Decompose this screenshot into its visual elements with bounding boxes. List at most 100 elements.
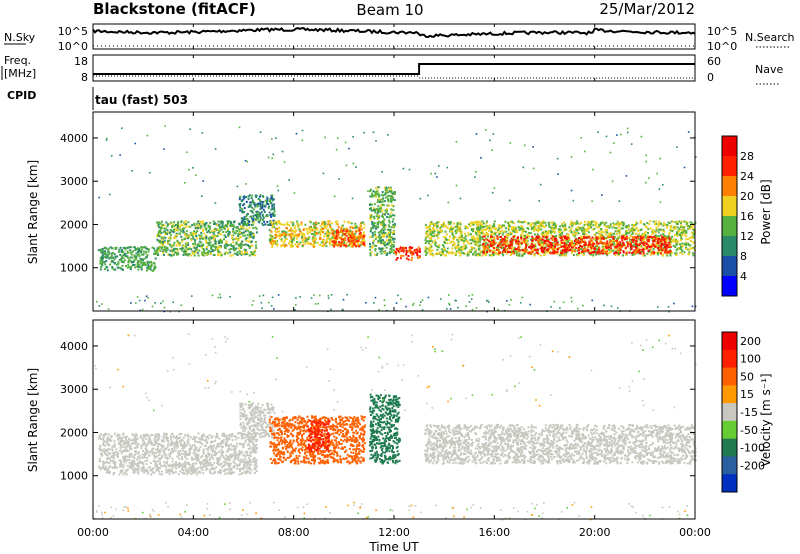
- range-cell: [498, 224, 501, 227]
- range-cell: [112, 251, 115, 254]
- range-cell: [376, 189, 379, 192]
- range-cell: [412, 250, 415, 253]
- range-cell: [688, 228, 691, 230]
- range-cell: [451, 240, 454, 243]
- range-cell: [252, 300, 255, 302]
- range-cell: [683, 233, 686, 236]
- range-cell: [544, 231, 547, 234]
- range-cell: [221, 221, 224, 224]
- range-cell: [635, 252, 638, 255]
- range-cell: [371, 235, 374, 238]
- range-cell: [686, 224, 689, 227]
- range-cell: [380, 252, 383, 255]
- range-cell: [146, 260, 149, 263]
- range-cell: [544, 221, 547, 224]
- range-cell: [521, 228, 524, 230]
- range-cell: [617, 229, 619, 232]
- range-cell: [652, 248, 655, 250]
- range-cell: [595, 221, 598, 224]
- range-cell: [668, 243, 671, 246]
- range-cell: [98, 249, 101, 251]
- range-cell: [470, 242, 473, 245]
- range-cell: [419, 255, 421, 258]
- range-cell: [523, 236, 526, 239]
- range-cell: [613, 252, 616, 255]
- range-cell: [244, 250, 246, 253]
- range-cell: [260, 301, 263, 304]
- range-cell: [545, 233, 548, 236]
- range-cell: [240, 225, 243, 228]
- range-cell: [668, 222, 671, 225]
- range-cell: [432, 232, 435, 235]
- range-cell: [309, 231, 311, 234]
- range-cell: [289, 244, 292, 247]
- range-cell: [646, 252, 649, 255]
- range-cell: [459, 226, 462, 229]
- range-cell: [512, 246, 515, 249]
- range-cell: [162, 231, 165, 233]
- range-cell: [601, 249, 604, 252]
- range-cell: [631, 231, 634, 234]
- range-cell: [632, 251, 635, 254]
- range-cell: [383, 241, 386, 244]
- range-cell: [285, 223, 288, 226]
- range-cell: [124, 248, 127, 251]
- range-cell: [371, 194, 374, 197]
- range-cell: [583, 231, 586, 234]
- range-cell: [402, 254, 405, 257]
- range-cell: [538, 239, 541, 242]
- range-cell: [329, 224, 332, 227]
- range-cell: [467, 253, 470, 256]
- range-cell: [353, 234, 356, 237]
- range-cell: [647, 228, 650, 231]
- range-cell: [578, 246, 580, 249]
- range-cell: [176, 239, 179, 242]
- range-cell: [622, 237, 625, 239]
- range-cell: [594, 253, 597, 256]
- scatter-region: [331, 229, 366, 248]
- range-cell: [491, 242, 494, 245]
- range-cell: [493, 225, 496, 227]
- range-cell: [537, 241, 539, 244]
- range-cell: [552, 230, 555, 233]
- range-cell: [183, 231, 186, 234]
- range-cell: [316, 232, 319, 235]
- range-cell: [687, 248, 690, 251]
- range-cell: [195, 231, 198, 234]
- range-cell: [553, 248, 556, 251]
- range-cell: [100, 250, 103, 253]
- range-cell: [335, 236, 338, 239]
- range-cell: [261, 222, 264, 225]
- range-cell: [271, 240, 274, 243]
- range-cell: [214, 202, 217, 204]
- range-cell: [493, 238, 496, 241]
- range-cell: [156, 252, 159, 255]
- range-cell: [482, 242, 485, 245]
- range-cell: [634, 228, 637, 231]
- range-cell: [425, 226, 428, 229]
- range-cell: [317, 231, 320, 234]
- range-cell: [451, 232, 454, 235]
- range-cell: [665, 235, 668, 238]
- range-cell: [474, 250, 477, 253]
- range-cell: [356, 236, 359, 239]
- range-cell: [285, 231, 288, 234]
- range-cell: [171, 249, 174, 252]
- range-cell: [542, 248, 545, 251]
- range-cell: [582, 235, 585, 238]
- range-cell: [407, 258, 410, 261]
- range-cell: [323, 223, 326, 226]
- range-cell: [262, 208, 265, 211]
- range-cell: [456, 245, 459, 248]
- range-cell: [339, 245, 342, 248]
- range-cell: [114, 246, 117, 249]
- range-cell: [573, 231, 576, 234]
- range-cell: [501, 239, 504, 242]
- range-cell: [599, 252, 602, 255]
- range-cell: [661, 254, 664, 257]
- range-cell: [440, 231, 443, 234]
- range-cell: [178, 244, 181, 247]
- range-cell: [248, 223, 251, 226]
- range-cell: [272, 153, 275, 156]
- range-cell: [203, 225, 206, 228]
